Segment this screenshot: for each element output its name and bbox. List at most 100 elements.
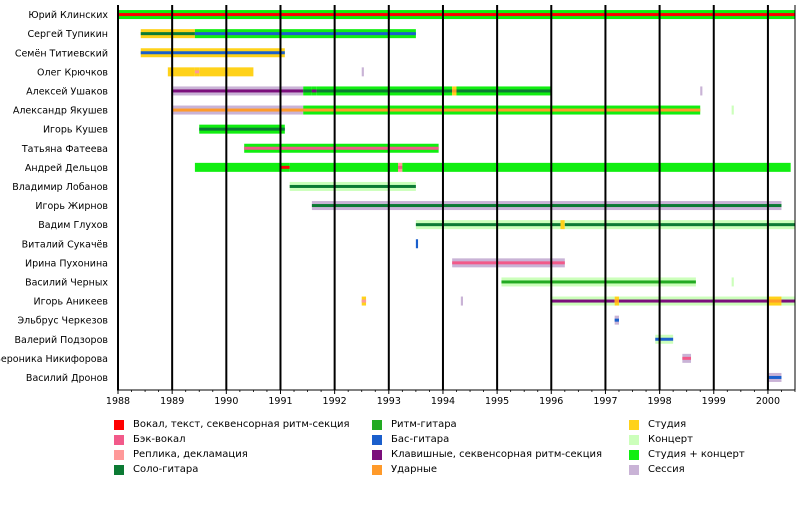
legend-swatch: [629, 465, 639, 475]
period-bar: [731, 105, 734, 115]
legend-label: Студия + концерт: [648, 449, 745, 460]
legend-label: Бас-гитара: [391, 434, 450, 445]
period-bar: [402, 162, 791, 172]
x-tick-label: 1994: [431, 396, 455, 407]
role-bar: [767, 299, 782, 303]
period-bar: [460, 296, 463, 306]
role-bar: [614, 318, 619, 322]
member-label: Сергей Тупикин: [28, 29, 108, 40]
year-gridlines: [117, 5, 796, 390]
role-bar: [781, 299, 795, 303]
role-bar: [118, 13, 795, 17]
x-tick-label: 1990: [214, 396, 238, 407]
member-label: Виталий Сукачёв: [22, 239, 109, 250]
legend-swatch: [629, 420, 639, 430]
role-bar: [618, 299, 768, 303]
role-bar: [311, 204, 782, 208]
role-bars: [118, 10, 795, 382]
period-bar: [700, 86, 703, 96]
role-bar: [289, 184, 416, 188]
member-label: Алексей Ушаков: [26, 86, 108, 97]
member-label: Вадим Глухов: [38, 220, 108, 231]
member-labels: Юрий Клинских Сергей Тупикин Семён Титиевс…: [0, 10, 108, 384]
legend-swatch: [372, 435, 382, 445]
member-label: Валерий Подзоров: [15, 335, 109, 346]
x-tick-label: 1999: [702, 396, 726, 407]
legend-swatch: [114, 450, 124, 460]
legend-swatch: [372, 465, 382, 475]
legend-label: Студия: [648, 419, 687, 430]
x-tick-label: 1988: [106, 396, 130, 407]
legend-label: Ударные: [391, 464, 438, 475]
x-tick-label: 1997: [593, 396, 617, 407]
role-bar: [767, 375, 782, 379]
legend-label: Сессия: [648, 464, 685, 475]
role-bar: [551, 299, 615, 303]
role-bar: [655, 337, 674, 341]
role-bar: [172, 108, 304, 112]
role-bar: [361, 299, 367, 303]
member-label: Игорь Кушев: [43, 125, 108, 136]
legend-label: Ритм-гитара: [391, 419, 457, 430]
member-label: Татьяна Фатеева: [21, 144, 108, 155]
member-label: Ирина Пухонина: [25, 258, 108, 269]
role-bar: [614, 299, 619, 303]
member-label: Семён Титиевский: [15, 48, 108, 59]
member-label: Василий Черных: [25, 277, 108, 288]
period-bar: [194, 162, 281, 172]
role-bar: [172, 89, 304, 93]
role-bar: [415, 223, 561, 227]
role-bar: [140, 51, 285, 55]
legend-swatch: [114, 435, 124, 445]
period-bar: [560, 220, 565, 230]
member-label: Вероника Никифорова: [0, 354, 108, 365]
x-tick-label: 1993: [377, 396, 401, 407]
role-bar: [140, 32, 195, 36]
period-bar: [289, 162, 399, 172]
period-bar: [731, 277, 734, 287]
timeline-chart: Юрий Клинских Сергей Тупикин Семён Титиевс…: [0, 5, 796, 407]
legend-swatch: [114, 465, 124, 475]
period-bar: [167, 67, 195, 77]
legend-swatch: [629, 450, 639, 460]
x-tick-label: 1995: [485, 396, 509, 407]
role-bar: [194, 32, 416, 36]
role-bar: [316, 89, 453, 93]
role-bar: [398, 165, 403, 169]
member-label: Андрей Дельцов: [25, 163, 109, 174]
x-axis: 1988 1989 1990 1991 1992 1993 1994 1995 1996 1997…: [106, 389, 796, 407]
role-bar: [456, 89, 552, 93]
legend: Вокал, текст, секвенсорная ритм-секция Бэ…: [114, 418, 774, 478]
legend-label: Соло-гитара: [133, 464, 199, 475]
legend-swatch: [372, 450, 382, 460]
legend-swatch: [629, 435, 639, 445]
legend-label: Клавишные, секвенсорная ритм-секция: [391, 449, 603, 460]
member-label: Василий Дронов: [26, 373, 108, 384]
role-bar: [564, 223, 795, 227]
x-tick-label: 1992: [323, 396, 347, 407]
role-bar: [280, 165, 290, 169]
period-bar: [361, 67, 364, 77]
x-tick-label: 1989: [160, 396, 184, 407]
x-tick-label: 1996: [539, 396, 563, 407]
member-label: Владимир Лобанов: [12, 182, 108, 193]
role-bar: [194, 70, 200, 74]
legend-label: Вокал, текст, секвенсорная ритм-секция: [133, 419, 350, 430]
member-label: Игорь Жирнов: [35, 201, 108, 212]
x-tick-label: 1998: [648, 396, 672, 407]
member-label: Игорь Аникеев: [34, 297, 109, 308]
legend-swatch: [372, 420, 382, 430]
role-bar: [415, 239, 419, 249]
legend-label: Реплика, декламация: [133, 449, 248, 460]
role-bar: [682, 356, 692, 360]
role-bar: [303, 108, 701, 112]
role-bar: [501, 280, 696, 284]
role-bar: [452, 261, 565, 265]
member-label: Юрий Клинских: [28, 10, 108, 21]
x-tick-label: 1991: [268, 396, 292, 407]
role-bar: [452, 89, 457, 93]
role-bar: [311, 89, 317, 93]
member-label: Александр Якушев: [13, 106, 109, 117]
role-bar: [244, 146, 439, 150]
legend-label: Концерт: [648, 434, 693, 445]
